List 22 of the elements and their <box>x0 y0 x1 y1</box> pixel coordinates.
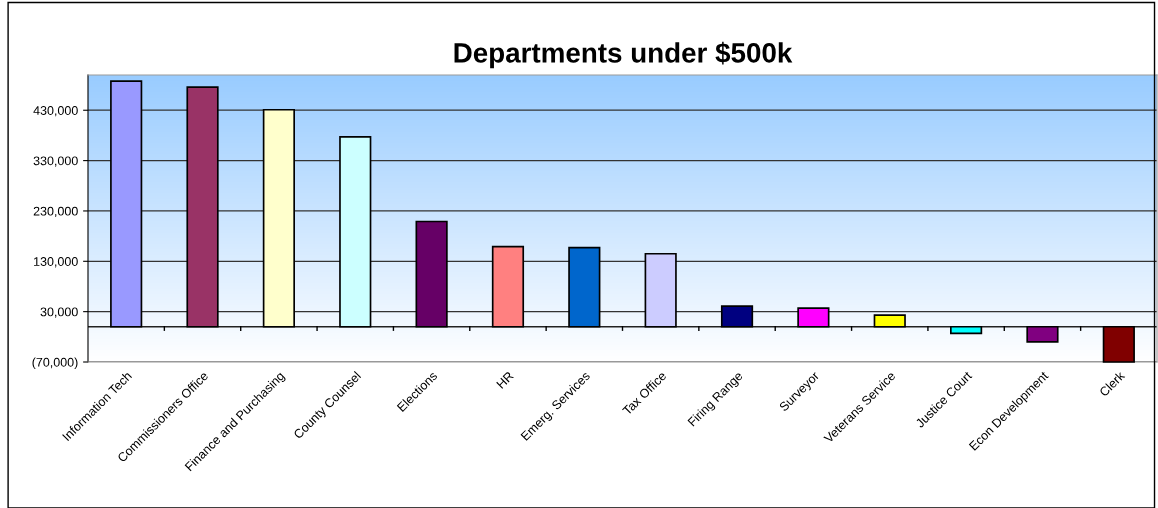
x-tick-label: HR <box>496 371 514 389</box>
bar <box>1102 325 1135 363</box>
bar <box>339 136 372 328</box>
bar <box>491 245 525 328</box>
y-tick-label: 30,000 <box>40 307 78 318</box>
chart-title: Departments under $500k <box>454 41 793 69</box>
y-tick-label: (70,000) <box>32 357 78 370</box>
y-tick-label: 130,000 <box>34 257 78 268</box>
bar <box>720 305 754 328</box>
bar <box>186 86 219 328</box>
y-tick-label: 330,000 <box>33 156 78 167</box>
bar <box>1026 325 1059 343</box>
bar <box>262 108 295 328</box>
bar <box>568 246 601 328</box>
bar <box>415 220 448 328</box>
bar <box>873 314 906 328</box>
bar <box>644 252 677 328</box>
bar <box>797 307 830 328</box>
y-tick-label: 430,000 <box>33 106 78 117</box>
bar <box>110 80 143 328</box>
bar <box>950 325 983 335</box>
y-tick-label: 230,000 <box>33 206 78 218</box>
